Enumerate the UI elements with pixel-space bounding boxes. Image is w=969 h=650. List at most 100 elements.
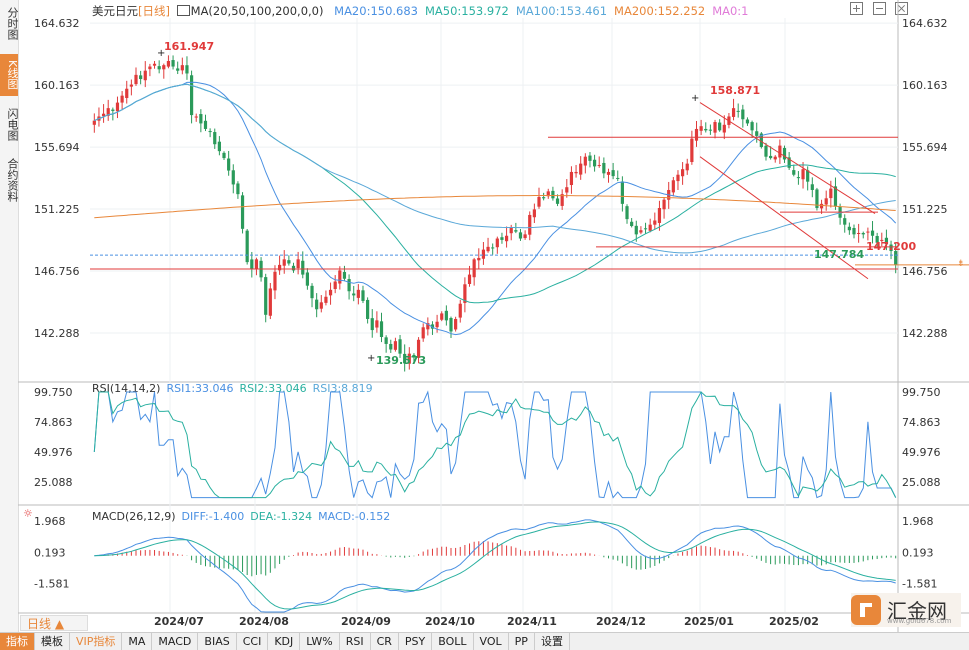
candle-body [528,214,532,235]
ma-settings-icon[interactable] [176,5,190,16]
candle-body [370,318,374,331]
candle-body [254,259,259,270]
collapse-icon[interactable] [872,2,886,15]
candle-body [643,228,648,230]
toolbar-tab-6[interactable]: CCI [237,633,269,650]
main-y-tick-right: 142.288 [902,327,948,340]
candle-body [634,225,638,235]
toolbar-tab-1[interactable]: 模板 [35,633,70,650]
candle-body [819,203,824,209]
current-price-marker: ⇟ [957,259,965,269]
toolbar-tab-13[interactable]: VOL [474,633,509,650]
candle-body [454,318,458,330]
ma-line-ma50 [94,83,896,304]
expand-icon[interactable] [850,2,863,15]
channel-bottom-line [699,156,869,280]
candle-body [537,196,541,207]
main-y-tick-left: 164.632 [34,17,80,30]
tab-flash[interactable]: 闪电图 [6,107,19,141]
candle-body [560,194,564,206]
toolbar-tab-2[interactable]: VIP指标 [70,633,123,650]
candle-body [407,353,411,364]
toolbar-tab-12[interactable]: BOLL [432,633,474,650]
annotation-label: 158.871 [710,84,760,97]
annotation-label: 147.200 [866,240,916,253]
toolbar-tab-4[interactable]: MACD [152,633,199,650]
candle-body [250,259,254,270]
candle-body [430,324,435,329]
candle-body [847,226,851,231]
main-y-tick-left: 142.288 [34,327,80,340]
candle-body [129,84,133,87]
candle-body [231,170,235,185]
candle-body [148,66,152,70]
close-icon[interactable] [895,2,908,15]
toolbar-tab-11[interactable]: PSY [399,633,433,650]
candle-body [393,341,398,350]
candle-body [310,285,314,299]
candle-body [389,343,393,350]
candle-body [597,165,601,167]
rsi-y-tick-left: 99.750 [34,386,73,399]
candle-body [324,296,328,303]
rsi-line-2 [93,391,897,499]
candle-body [180,65,184,71]
tab-kline[interactable]: K线图 [0,54,19,96]
ma-value-0: MA20:150.683 [334,4,418,18]
candle-body [162,65,166,70]
candle-body [125,88,129,99]
candle-body [588,155,592,161]
logo-url: www.gold678.com [887,617,952,625]
toolbar-tab-0[interactable]: 指标 [0,633,35,650]
candle-body [481,249,486,259]
tab-contract-info[interactable]: 合约资料 [6,158,19,202]
toolbar-tab-9[interactable]: RSI [340,633,371,650]
candle-body [894,251,898,265]
candle-body [792,170,796,175]
candle-body [245,230,249,263]
macd-y-tick-right: 0.193 [902,546,934,559]
candle-body [620,181,624,204]
toolbar-tab-14[interactable]: PP [509,633,535,650]
candle-body [555,198,560,204]
candle-body [565,187,569,193]
toolbar-tab-10[interactable]: CR [371,633,399,650]
candle-body [426,323,430,330]
rsi-y-tick-left: 25.088 [34,476,73,489]
logo-name: 汇金网 [887,599,947,623]
main-y-tick-left: 151.225 [34,203,80,216]
toolbar-tab-5[interactable]: BIAS [198,633,237,650]
channel-top-line [699,102,876,214]
candle-body [379,321,384,338]
candle-body [189,75,194,116]
candle-body [875,235,879,243]
candle-body [657,208,662,223]
chart-area[interactable]: ⇟161.947+158.871+139.573+147.784147.200 … [0,0,969,632]
candle-body [240,195,245,229]
indicator-toolbar: 指标 模板 VIP指标 MA MACD BIAS CCI KDJ LW% RSI CR PSY BOLL… [0,632,969,650]
candle-body [435,321,439,328]
period-selector[interactable]: 日线 ▲ [20,615,88,631]
candle-body [315,299,319,310]
candle-body [532,209,536,218]
tab-timeshare[interactable]: 分时图 [6,6,19,40]
candle-body [152,63,157,66]
toolbar-tab-15[interactable]: 设置 [535,633,570,650]
candle-body [134,74,138,85]
candle-body [185,65,189,74]
toolbar-tab-7[interactable]: KDJ [268,633,301,650]
candle-body [467,274,472,284]
candle-body [319,302,323,309]
candle-body [504,235,509,242]
candle-body [806,170,810,182]
x-tick-label: 2024/10 [425,615,475,628]
toolbar-tab-3[interactable]: MA [122,633,153,650]
candle-body [236,183,240,195]
rsi-line-1 [93,390,897,499]
candle-body [866,231,870,233]
toolbar-tab-8[interactable]: LW% [300,633,340,650]
annotation-label: 147.784 [814,248,864,261]
symbol-name: 美元日元 [92,4,138,18]
candle-body [699,126,703,131]
candle-body [115,102,120,112]
